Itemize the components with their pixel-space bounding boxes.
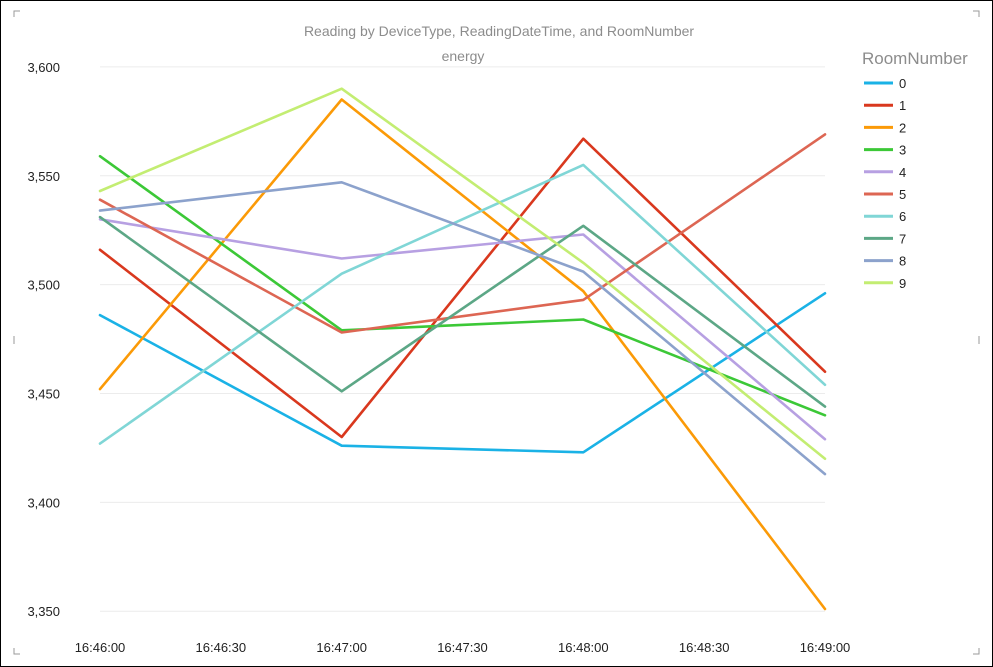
series-lines	[98, 87, 827, 611]
legend-label: 6	[899, 209, 906, 224]
legend-item-1[interactable]: 1	[864, 98, 906, 113]
x-tick-label: 16:48:00	[558, 640, 609, 655]
legend-label: 3	[899, 143, 906, 158]
legend-label: 8	[899, 254, 906, 269]
x-tick-label: 16:47:00	[316, 640, 367, 655]
series-line-5	[98, 133, 827, 334]
legend-item-9[interactable]: 9	[864, 276, 906, 291]
legend-item-8[interactable]: 8	[864, 254, 906, 269]
legend-item-4[interactable]: 4	[864, 165, 906, 180]
series-line-8	[98, 181, 827, 476]
legend-label: 0	[899, 76, 906, 91]
series-line-7	[98, 215, 827, 408]
legend-item-2[interactable]: 2	[864, 120, 906, 135]
y-tick-label: 3,400	[27, 495, 60, 510]
y-tick-label: 3,350	[27, 604, 60, 619]
x-axis-ticks: 16:46:00 16:46:30 16:47:00 16:47:30 16:48:00…	[75, 640, 851, 655]
legend-item-3[interactable]: 3	[864, 143, 906, 158]
edge-handles	[13, 336, 980, 344]
legend: 0 1 2 3 4 5 6 7 8 9	[864, 76, 906, 291]
legend-item-6[interactable]: 6	[864, 209, 906, 224]
legend-item-0[interactable]: 0	[864, 76, 906, 91]
visual-corner-brackets	[13, 10, 980, 655]
chart-title: Reading by DeviceType, ReadingDateTime, …	[304, 23, 694, 39]
legend-item-5[interactable]: 5	[864, 187, 906, 202]
series-line-3	[98, 154, 827, 417]
series-line-9	[98, 87, 827, 461]
legend-label: 9	[899, 276, 906, 291]
legend-label: 5	[899, 187, 906, 202]
series-line-6	[98, 163, 827, 445]
x-tick-label: 16:46:00	[75, 640, 126, 655]
legend-item-7[interactable]: 7	[864, 231, 906, 246]
y-tick-label: 3,500	[27, 278, 60, 293]
x-tick-label: 16:49:00	[800, 640, 851, 655]
legend-title: RoomNumber	[862, 49, 968, 68]
series-line-1	[98, 137, 827, 439]
y-tick-label: 3,600	[27, 60, 60, 75]
legend-label: 1	[899, 98, 906, 113]
x-tick-label: 16:46:30	[196, 640, 247, 655]
y-tick-label: 3,450	[27, 386, 60, 401]
legend-label: 7	[899, 231, 906, 246]
series-line-4	[98, 218, 827, 441]
y-tick-label: 3,550	[27, 169, 60, 184]
gridlines	[100, 66, 825, 612]
legend-label: 2	[899, 120, 906, 135]
y-axis-ticks: 3,350 3,400 3,450 3,500 3,550 3,600	[27, 60, 60, 619]
x-tick-label: 16:47:30	[437, 640, 488, 655]
x-tick-label: 16:48:30	[679, 640, 730, 655]
legend-label: 4	[899, 165, 906, 180]
chart-subtitle: energy	[442, 48, 485, 64]
